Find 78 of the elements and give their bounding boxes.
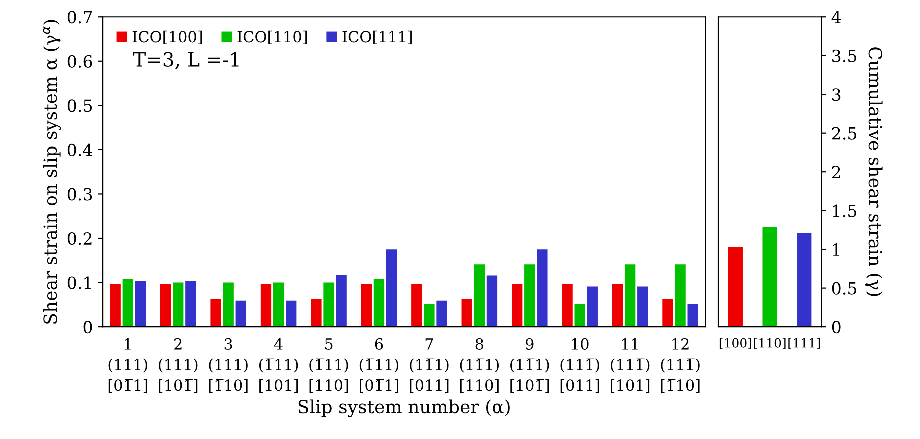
bar [462, 299, 472, 328]
x-tick-label: 10 (111̅) [011] [560, 338, 600, 393]
y-tick-label: 0.5 [68, 100, 92, 112]
bar [286, 300, 297, 328]
legend-label: ICO[110] [238, 30, 308, 44]
y-tick-label: 0.1 [68, 276, 91, 290]
x-tick-label: 8 (11̅1) [110] [460, 338, 499, 393]
bar [135, 281, 146, 328]
bar [574, 304, 586, 328]
bar [361, 284, 372, 328]
bar [260, 284, 272, 328]
bar [797, 233, 812, 328]
y2-tick-label: 1.5 [833, 204, 856, 218]
bar [688, 304, 698, 328]
bar [273, 282, 284, 328]
y-tick-label: 0.7 [68, 11, 92, 24]
bar [474, 264, 485, 328]
annotation: T=3, L =-1 [133, 52, 239, 70]
bar [624, 264, 636, 328]
bar [612, 284, 624, 328]
bar [324, 282, 334, 328]
x-tick-label: 11 (111̅) [101] [610, 338, 650, 393]
bar [537, 250, 548, 328]
x-tick-label: 7 (11̅1) [011] [410, 338, 449, 393]
y-tick-label: 0.3 [68, 188, 92, 201]
legend-label: ICO[111] [342, 30, 412, 44]
x-tick-label: 6 (1̅11) [01̅1] [360, 338, 399, 393]
x-tick-label: [110] [754, 338, 786, 350]
y-tick-label: 0.4 [68, 144, 92, 157]
y2-tick-label: 0 [832, 321, 841, 334]
bar [210, 299, 222, 328]
bar [374, 279, 385, 328]
bar [236, 300, 246, 328]
y2-tick-label: 2.5 [832, 127, 856, 140]
x-tick-label: 1 (111) [01̅1] [108, 338, 148, 393]
x-tick-label: 4 (1̅11) [101] [259, 338, 298, 393]
y-tick-label: 0 [84, 321, 92, 334]
x-tick-label: 3 (111) [1̅10] [209, 338, 248, 393]
bar [662, 299, 674, 328]
x-tick-label: 5 (1̅11) [110] [310, 338, 348, 393]
bar [336, 275, 347, 328]
y-tick-label: 0.6 [68, 55, 92, 68]
x-axis-title: Slip system number (α) [298, 400, 510, 418]
y2-tick-label: 4 [832, 11, 842, 24]
bar [512, 284, 523, 328]
bar [638, 286, 648, 328]
bar [186, 281, 196, 328]
bar [587, 286, 598, 328]
y2-tick-label: 1 [833, 244, 840, 256]
bar [412, 284, 422, 328]
legend-label: ICO[100] [132, 30, 202, 44]
bar [436, 300, 448, 328]
bar [524, 264, 536, 328]
y2-tick-label: 3.5 [832, 50, 856, 62]
bar [486, 276, 498, 328]
bar [173, 282, 184, 328]
y2-tick-label: 2 [832, 166, 840, 178]
bar [311, 299, 322, 328]
y2-axis-title: Cumulative shear strain (γ) [865, 48, 883, 296]
bar [675, 264, 686, 328]
y-axis-title: Shear strain on slip system α (γ$^{α}$) [43, 20, 62, 324]
bar [386, 250, 398, 328]
bar [223, 282, 234, 328]
bar [424, 304, 435, 328]
x-tick-label: [111] [788, 338, 820, 350]
x-tick-label: [100] [720, 338, 752, 350]
bar [728, 247, 743, 328]
y2-tick-label: 0.5 [832, 282, 856, 295]
x-tick-label: 9 (11̅1) [101̅] [510, 338, 550, 393]
bar [160, 284, 172, 328]
bar [762, 227, 778, 328]
x-tick-label: 12 (111̅) [1̅10] [661, 338, 700, 393]
bar [562, 284, 573, 328]
y-tick-label: 0.2 [68, 232, 92, 246]
bar [122, 279, 134, 328]
bar [110, 284, 121, 328]
x-tick-label: 2 (111) [101̅] [159, 338, 198, 393]
y2-tick-label: 3 [832, 88, 841, 102]
